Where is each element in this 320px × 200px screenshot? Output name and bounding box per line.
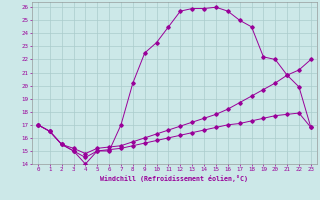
X-axis label: Windchill (Refroidissement éolien,°C): Windchill (Refroidissement éolien,°C) <box>100 175 248 182</box>
